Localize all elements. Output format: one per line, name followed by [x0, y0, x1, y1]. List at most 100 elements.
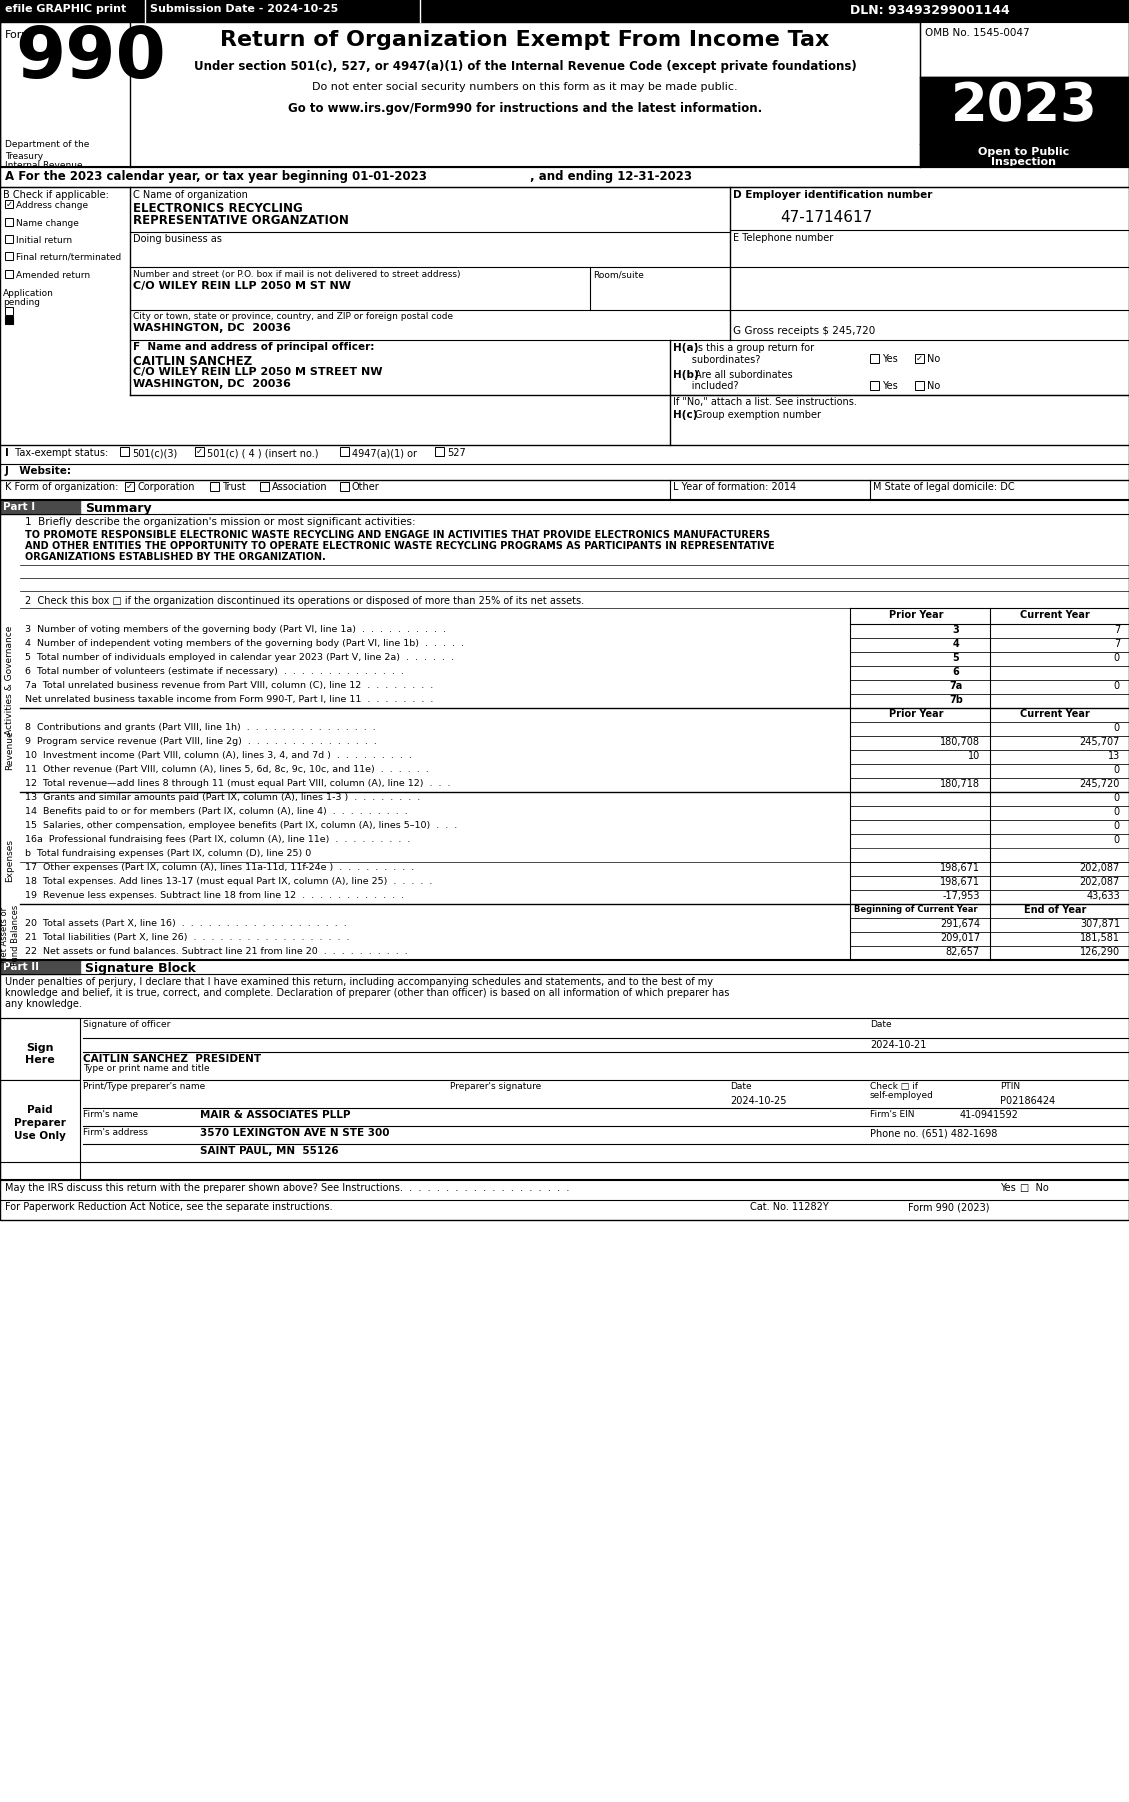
Text: 18  Total expenses. Add lines 13-17 (must equal Part IX, column (A), line 25)  .: 18 Total expenses. Add lines 13-17 (must… — [25, 878, 432, 887]
Text: Corporation: Corporation — [137, 481, 194, 492]
Bar — [990, 694, 1129, 708]
Bar — [850, 946, 990, 960]
Text: AND OTHER ENTITIES THE OPPORTUNITY TO OPERATE ELECTRONIC WASTE RECYCLING PROGRAM: AND OTHER ENTITIES THE OPPORTUNITY TO OP… — [25, 541, 774, 551]
Text: G Gross receipts $ 245,720: G Gross receipts $ 245,720 — [733, 326, 875, 335]
Text: Do not enter social security numbers on this form as it may be made public.: Do not enter social security numbers on … — [313, 83, 738, 92]
Text: 202,087: 202,087 — [1079, 863, 1120, 872]
Bar — [850, 708, 990, 723]
Bar — [0, 1079, 80, 1180]
Text: Firm's EIN: Firm's EIN — [870, 1110, 914, 1119]
Text: Trust: Trust — [222, 481, 246, 492]
Text: Address change: Address change — [16, 202, 88, 211]
Bar — [850, 932, 990, 946]
Bar — [850, 778, 990, 793]
Text: Beginning of Current Year: Beginning of Current Year — [855, 905, 978, 914]
Text: 21  Total liabilities (Part X, line 26)  .  .  .  .  .  .  .  .  .  .  .  .  .  : 21 Total liabilities (Part X, line 26) .… — [25, 933, 350, 942]
Text: Firm's address: Firm's address — [84, 1128, 148, 1137]
Text: Return of Organization Exempt From Income Tax: Return of Organization Exempt From Incom… — [220, 31, 830, 50]
Text: Cat. No. 11282Y: Cat. No. 11282Y — [750, 1202, 829, 1213]
Text: P02186424: P02186424 — [1000, 1096, 1056, 1106]
Text: 10: 10 — [968, 751, 980, 760]
Text: , and ending 12-31-2023: , and ending 12-31-2023 — [530, 169, 692, 184]
Text: Preparer: Preparer — [14, 1117, 65, 1128]
Bar — [850, 623, 990, 638]
Text: 0: 0 — [1114, 723, 1120, 733]
Text: 0: 0 — [1114, 681, 1120, 690]
Bar — [850, 764, 990, 778]
Text: Current Year: Current Year — [1021, 708, 1089, 719]
Text: 180,718: 180,718 — [940, 778, 980, 789]
Text: J: J — [5, 467, 9, 476]
Text: knowledge and belief, it is true, correct, and complete. Declaration of preparer: knowledge and belief, it is true, correc… — [5, 987, 729, 998]
Bar — [990, 890, 1129, 905]
Text: 10  Investment income (Part VIII, column (A), lines 3, 4, and 7d )  .  .  .  .  : 10 Investment income (Part VIII, column … — [25, 751, 412, 760]
Text: 527: 527 — [447, 449, 466, 458]
Text: 501(c)(3): 501(c)(3) — [132, 449, 177, 458]
Text: 2  Check this box □ if the organization discontinued its operations or disposed : 2 Check this box □ if the organization d… — [25, 596, 584, 605]
Bar — [914, 353, 924, 362]
Bar — [210, 481, 219, 490]
Text: 20  Total assets (Part X, line 16)  .  .  .  .  .  .  .  .  .  .  .  .  .  .  . : 20 Total assets (Part X, line 16) . . . … — [25, 919, 347, 928]
Text: ✓: ✓ — [916, 353, 924, 362]
Text: Yes: Yes — [1000, 1182, 1016, 1193]
Text: 0: 0 — [1114, 793, 1120, 804]
Text: 16a  Professional fundraising fees (Part IX, column (A), line 11e)  .  .  .  .  : 16a Professional fundraising fees (Part … — [25, 834, 410, 843]
Text: Current Year: Current Year — [1021, 611, 1089, 620]
Text: Initial return: Initial return — [16, 236, 72, 245]
Text: 198,671: 198,671 — [940, 878, 980, 887]
Text: WASHINGTON, DC  20036: WASHINGTON, DC 20036 — [133, 378, 291, 389]
Bar — [850, 820, 990, 834]
Text: 202,087: 202,087 — [1079, 878, 1120, 887]
Bar — [850, 876, 990, 890]
Text: 1  Briefly describe the organization's mission or most significant activities:: 1 Briefly describe the organization's mi… — [25, 517, 415, 526]
Text: 7: 7 — [1113, 640, 1120, 649]
Text: E Telephone number: E Telephone number — [733, 232, 833, 243]
Bar — [990, 723, 1129, 735]
Text: C Name of organization: C Name of organization — [133, 189, 248, 200]
Text: L Year of formation: 2014: L Year of formation: 2014 — [673, 481, 796, 492]
Bar — [990, 638, 1129, 652]
Text: Use Only: Use Only — [14, 1132, 65, 1141]
Text: -17,953: -17,953 — [943, 890, 980, 901]
Bar — [990, 750, 1129, 764]
Text: 6: 6 — [953, 667, 960, 678]
Text: 43,633: 43,633 — [1086, 890, 1120, 901]
Bar — [0, 22, 1129, 168]
Bar — [850, 834, 990, 849]
Text: Are all subordinates: Are all subordinates — [695, 369, 793, 380]
Text: Date: Date — [870, 1020, 892, 1029]
Text: 22  Net assets or fund balances. Subtract line 21 from line 20  .  .  .  .  .  .: 22 Net assets or fund balances. Subtract… — [25, 948, 408, 957]
Bar — [870, 380, 879, 389]
Bar — [850, 723, 990, 735]
Text: DLN: 93493299001144: DLN: 93493299001144 — [850, 4, 1009, 16]
Text: Signature Block: Signature Block — [85, 962, 195, 975]
Text: 2024-10-21: 2024-10-21 — [870, 1040, 927, 1051]
Text: 47-1714617: 47-1714617 — [780, 211, 873, 225]
Bar — [990, 946, 1129, 960]
Bar — [990, 905, 1129, 917]
Bar — [920, 77, 1129, 144]
Bar — [870, 353, 879, 362]
Text: 180,708: 180,708 — [940, 737, 980, 748]
Bar — [850, 805, 990, 820]
Text: efile GRAPHIC print: efile GRAPHIC print — [5, 4, 126, 14]
Bar — [920, 144, 1129, 168]
Text: Form: Form — [5, 31, 33, 40]
Text: 13: 13 — [1108, 751, 1120, 760]
Text: 4: 4 — [953, 640, 960, 649]
Bar — [0, 1018, 80, 1079]
Text: 245,707: 245,707 — [1079, 737, 1120, 748]
Text: Association: Association — [272, 481, 327, 492]
Bar — [435, 447, 444, 456]
Text: 0: 0 — [1114, 766, 1120, 775]
Text: REPRESENTATIVE ORGANZATION: REPRESENTATIVE ORGANZATION — [133, 214, 349, 227]
Text: 6  Total number of volunteers (estimate if necessary)  .  .  .  .  .  .  .  .  .: 6 Total number of volunteers (estimate i… — [25, 667, 404, 676]
Text: 82,657: 82,657 — [946, 948, 980, 957]
Text: 0: 0 — [1114, 822, 1120, 831]
Bar — [5, 234, 14, 243]
Text: 7: 7 — [1113, 625, 1120, 634]
Text: Date: Date — [730, 1081, 752, 1090]
Text: 3  Number of voting members of the governing body (Part VI, line 1a)  .  .  .  .: 3 Number of voting members of the govern… — [25, 625, 446, 634]
Text: Under penalties of perjury, I declare that I have examined this return, includin: Under penalties of perjury, I declare th… — [5, 977, 714, 987]
Text: ELECTRONICS RECYCLING: ELECTRONICS RECYCLING — [133, 202, 303, 214]
